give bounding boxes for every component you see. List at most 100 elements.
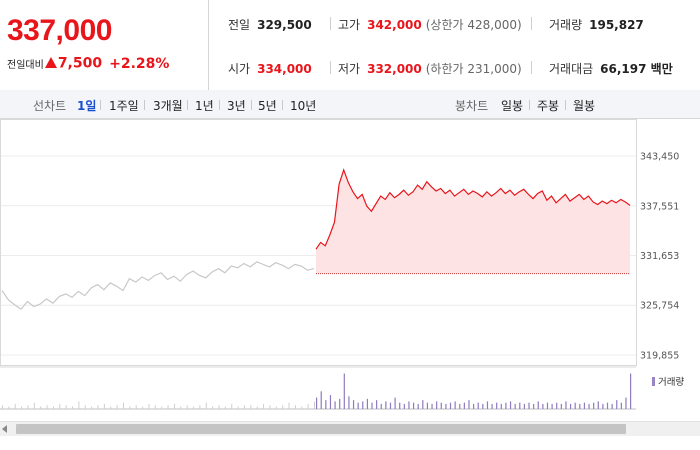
volume-bar xyxy=(116,405,118,409)
divider xyxy=(330,17,331,30)
price-chart: 343,450 337,551 331,653 325,754 319,855 xyxy=(0,119,679,410)
volume-bar xyxy=(509,401,512,409)
volume-bar xyxy=(167,405,169,409)
volume-bar xyxy=(91,406,93,409)
volume-bar xyxy=(348,396,350,409)
volume-bar xyxy=(394,397,396,409)
prev-close-label: 전일 xyxy=(228,18,251,32)
volume-bar xyxy=(477,402,479,409)
divider xyxy=(565,100,566,110)
tab-3year[interactable]: 3년 xyxy=(227,99,246,113)
volume-bar xyxy=(110,406,112,409)
volume-bar xyxy=(523,403,525,409)
volume-bar xyxy=(399,402,401,409)
volume-bar xyxy=(426,402,429,409)
tab-1week[interactable]: 1주일 xyxy=(109,99,139,113)
volume-bar xyxy=(307,403,309,409)
tab-1year[interactable]: 1년 xyxy=(195,99,214,113)
up-triangle-icon xyxy=(44,57,57,68)
scroll-left-arrow-icon[interactable] xyxy=(2,425,7,433)
divider xyxy=(282,100,283,110)
volume-bar xyxy=(180,406,182,409)
volume-bar xyxy=(417,403,419,409)
tab-10year[interactable]: 10년 xyxy=(290,99,317,113)
volume-bar xyxy=(173,403,175,409)
divider xyxy=(144,100,145,110)
volume-bar xyxy=(569,403,572,409)
tab-daily-candle[interactable]: 일봉 xyxy=(501,99,524,113)
price-box: 337,000 전일대비 7,500 +2.28% xyxy=(0,0,209,90)
volume-bar xyxy=(269,405,271,409)
volume-bar xyxy=(334,401,336,409)
volume-bar xyxy=(205,402,207,409)
volume-bar xyxy=(583,402,586,409)
volume-bar xyxy=(301,406,303,409)
volume-bar xyxy=(8,406,10,409)
volume-bar xyxy=(40,406,42,409)
volume-bar xyxy=(84,405,86,409)
volume-bar xyxy=(505,402,507,409)
volume-bar xyxy=(256,406,258,409)
volume-bar xyxy=(625,397,627,409)
volume-bar xyxy=(602,403,604,409)
volume-bar xyxy=(537,401,539,409)
volume-bar xyxy=(556,402,558,409)
volume-bar xyxy=(294,405,296,409)
stat-low: 저가 332,000 (하한가 231,000) xyxy=(338,60,522,77)
volume-bar xyxy=(33,402,35,409)
volume-bar xyxy=(459,403,461,409)
chart-scrollbar[interactable] xyxy=(0,421,700,436)
volume-bar xyxy=(97,405,99,409)
series-prev-day-line xyxy=(1,261,315,310)
tab-3month[interactable]: 3개월 xyxy=(153,99,183,113)
volume-bar xyxy=(574,402,576,409)
tab-monthly-candle[interactable]: 월봉 xyxy=(573,99,596,113)
volume-bar xyxy=(154,405,156,409)
volume-bar xyxy=(161,406,163,409)
candle-chart-title: 봉차트 xyxy=(455,99,489,113)
low-label: 저가 xyxy=(338,62,361,76)
volume-bar xyxy=(486,401,489,409)
volume-bar xyxy=(403,403,405,409)
volume-bar xyxy=(528,402,530,409)
tab-5year[interactable]: 5년 xyxy=(258,99,277,113)
divider xyxy=(330,61,331,74)
volume-bar xyxy=(135,405,137,409)
volume-bar xyxy=(27,405,29,409)
volume-bar xyxy=(52,406,54,409)
volume-bar xyxy=(148,403,150,409)
volume-legend-label: 거래량 xyxy=(658,377,685,388)
y-tick-label: 325,754 xyxy=(640,301,679,312)
volume-bar xyxy=(122,402,124,409)
today-area-fill xyxy=(316,169,630,274)
volume-bar xyxy=(380,403,382,409)
volume-bar xyxy=(218,405,220,409)
tab-weekly-candle[interactable]: 주봉 xyxy=(537,99,560,113)
volume-bar xyxy=(473,403,475,409)
volume-bar xyxy=(343,373,345,409)
change-rate: +2.28% xyxy=(109,55,170,72)
turnover-value: 66,197 백만 xyxy=(600,62,673,76)
volume-bar xyxy=(482,403,484,409)
volume-bar xyxy=(21,406,23,409)
volume-bar xyxy=(320,391,322,409)
y-tick-label: 343,450 xyxy=(640,152,679,163)
plot-frame xyxy=(0,119,637,366)
tab-1day[interactable]: 1일 xyxy=(77,99,97,113)
volume-bar xyxy=(193,406,195,409)
volume-bar xyxy=(630,373,632,409)
volume-legend-swatch xyxy=(652,377,655,386)
volume-bar xyxy=(597,401,599,409)
upper-limit: (상한가 428,000) xyxy=(425,18,522,32)
volume-bar xyxy=(500,403,502,409)
series-today-line xyxy=(315,168,631,250)
divider xyxy=(531,17,532,30)
volume-legend: 거래량 xyxy=(652,374,684,388)
turnover-label: 거래대금 xyxy=(549,62,594,76)
volume-bar xyxy=(352,400,355,409)
quote-panel: 337,000 전일대비 7,500 +2.28% 전일 329,500 고가 342,… xyxy=(0,0,700,91)
volume-bar xyxy=(551,403,553,409)
volume-bar xyxy=(46,405,48,409)
scrollbar-thumb[interactable] xyxy=(16,424,626,434)
volume-bar xyxy=(275,406,277,409)
